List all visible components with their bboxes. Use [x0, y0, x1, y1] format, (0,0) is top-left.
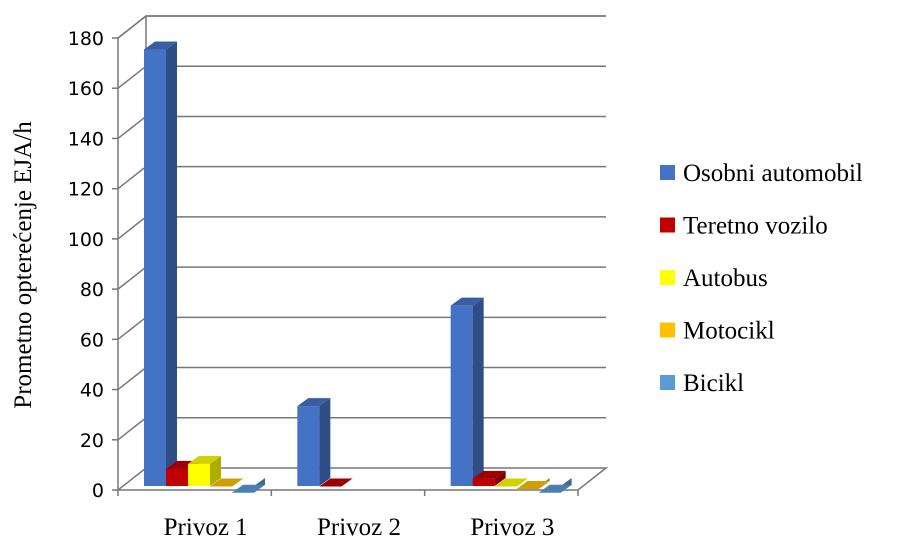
bar — [297, 398, 331, 486]
bar-top — [516, 480, 550, 489]
bar-top — [144, 41, 177, 50]
bar — [538, 478, 572, 493]
legend-label: Bicikl — [683, 370, 744, 397]
legend: Osobni automobil Teretno vozilo Autobus Mot… — [660, 160, 863, 397]
bar-top — [188, 455, 221, 464]
bar-top — [297, 398, 331, 407]
gridline — [117, 15, 606, 39]
gridline — [117, 165, 606, 190]
bar-front — [297, 406, 320, 486]
gridline — [117, 65, 606, 89]
bar — [516, 478, 550, 489]
bar-side — [494, 470, 506, 486]
gridline — [117, 417, 606, 441]
bar-front — [144, 49, 166, 487]
bar — [210, 478, 243, 487]
bar-front — [472, 478, 495, 486]
y-tick-label: 160 — [68, 78, 104, 100]
x-axis-categories: Privoz 1 Privoz 2 Privoz 3 — [117, 490, 579, 541]
bar-front — [450, 305, 473, 486]
bar — [450, 297, 484, 486]
legend-item: Bicikl — [660, 370, 744, 397]
bar-side — [210, 455, 221, 486]
y-axis-ticks: 0 20 40 60 80 100 120 140 160 180 — [68, 28, 118, 502]
y-tick-label: 180 — [68, 28, 104, 50]
bar — [144, 41, 177, 487]
legend-label: Motocikl — [683, 318, 775, 345]
bar-top — [210, 478, 243, 487]
legend-swatch — [660, 270, 675, 285]
x-tick-label: Privoz 2 — [317, 514, 401, 541]
bar-top — [319, 478, 353, 487]
bar-top — [232, 484, 265, 493]
y-tick-label: 80 — [80, 279, 104, 301]
bar-front — [166, 468, 188, 486]
bar-top — [494, 478, 528, 487]
legend-item: Osobni automobil — [660, 160, 863, 187]
gridline — [117, 115, 606, 140]
y-tick-label: 40 — [80, 380, 104, 402]
y-tick-label: 20 — [80, 430, 104, 452]
bar — [494, 478, 528, 487]
bar — [188, 455, 221, 486]
legend-label: Osobni automobil — [683, 160, 863, 187]
gridlines — [117, 15, 606, 441]
y-axis-label: Prometno opterećenje EJA/h — [10, 121, 37, 409]
bar — [232, 478, 265, 493]
gridline — [117, 216, 606, 240]
bar-side — [472, 297, 484, 486]
bar-front — [188, 463, 210, 486]
legend-label: Autobus — [683, 265, 768, 292]
gridline — [117, 366, 606, 391]
y-tick-label: 140 — [68, 128, 104, 150]
x-tick-label: Privoz 1 — [164, 514, 248, 541]
bar-side — [319, 398, 331, 486]
y-tick-label: 120 — [68, 179, 104, 201]
y-tick-label: 100 — [68, 229, 104, 251]
legend-swatch — [660, 217, 675, 233]
x-tick-label: Privoz 3 — [470, 514, 554, 541]
gridline — [117, 266, 606, 290]
chart-walls — [115, 15, 609, 491]
legend-label: Teretno vozilo — [683, 213, 828, 240]
back-wall-top — [117, 15, 606, 39]
legend-swatch — [660, 165, 675, 180]
gridline — [117, 316, 606, 340]
legend-item: Autobus — [660, 265, 768, 292]
legend-item: Teretno vozilo — [660, 213, 828, 240]
y-tick-label: 0 — [92, 480, 104, 502]
bars — [144, 41, 572, 493]
bar — [472, 470, 506, 486]
bar-side — [166, 41, 177, 487]
y-tick-label: 60 — [80, 329, 104, 351]
legend-swatch — [660, 322, 675, 338]
legend-item: Motocikl — [660, 318, 775, 345]
legend-swatch — [660, 375, 675, 390]
bar — [319, 478, 353, 487]
bar-top — [450, 297, 484, 306]
bar-top — [472, 470, 506, 479]
bar-top — [538, 484, 572, 493]
